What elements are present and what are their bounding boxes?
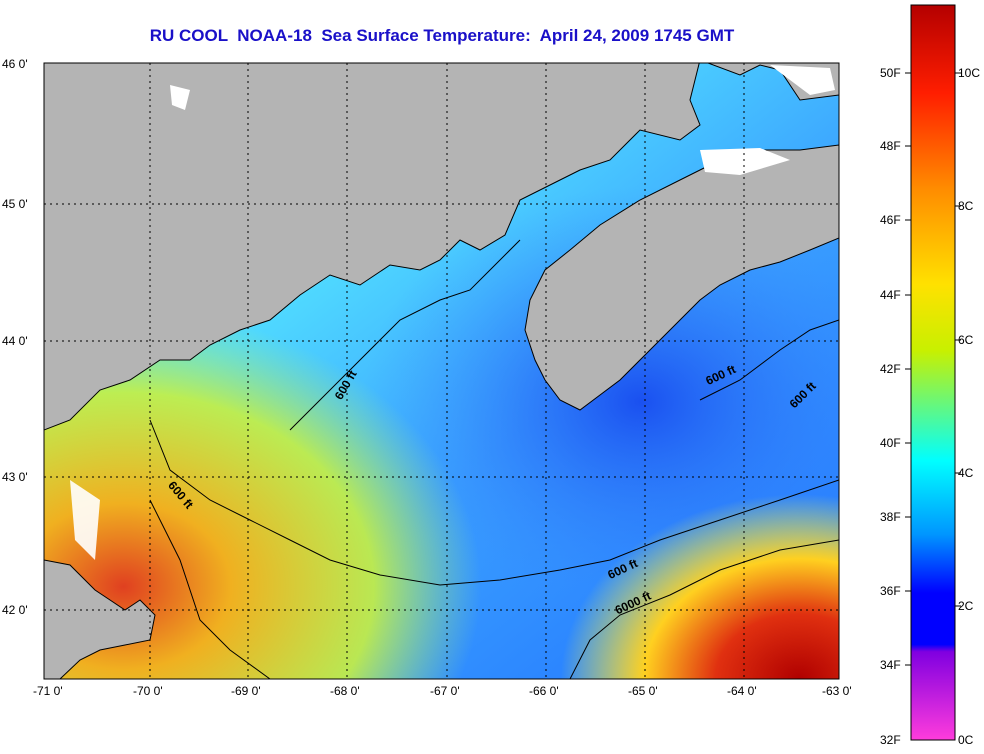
map-frame — [43, 62, 840, 680]
colorbar-f-label: 36F — [880, 584, 901, 598]
depth-contour-600ft — [289, 239, 521, 431]
y-axis-label: 44 0' — [2, 334, 28, 348]
x-axis-label: -63 0' — [822, 684, 852, 698]
x-axis-label: -70 0' — [133, 684, 163, 698]
x-axis-label: -65 0' — [628, 684, 658, 698]
y-axis-label: 45 0' — [2, 197, 28, 211]
land-cape-cod — [44, 559, 156, 679]
x-axis-label: -67 0' — [430, 684, 460, 698]
map-grid — [44, 63, 839, 679]
depth-contour-600ft — [149, 419, 839, 586]
x-axis-label: -64 0' — [727, 684, 757, 698]
depth-contour-6000ft — [569, 539, 839, 679]
colorbar-c-label: 10C — [958, 66, 981, 80]
cloud-patch — [770, 65, 835, 95]
y-axis-label: 43 0' — [2, 470, 28, 484]
colorbar-f-label: 34F — [880, 658, 901, 672]
colorbar-f-label: 42F — [880, 362, 901, 376]
depth-contour-600ft — [149, 499, 271, 679]
colorbar-f-label: 32F — [880, 733, 901, 747]
x-axis-label: -68 0' — [330, 684, 360, 698]
map-area — [44, 63, 839, 679]
colorbar-f-label: 38F — [880, 510, 901, 524]
colorbar-c-label: 4C — [958, 466, 974, 480]
colorbar-f-label: 44F — [880, 288, 901, 302]
depth-contour-600ft — [699, 319, 839, 401]
colorbar — [910, 4, 956, 741]
y-axis-label: 46 0' — [2, 57, 28, 71]
x-axis-label: -66 0' — [529, 684, 559, 698]
colorbar-ticks — [905, 72, 961, 666]
colorbar-f-label: 50F — [880, 66, 901, 80]
colorbar-c-label: 2C — [958, 599, 974, 613]
map-title: RU COOL NOAA-18 Sea Surface Temperature:… — [149, 26, 735, 45]
colorbar-c-label: 0C — [958, 733, 974, 747]
colorbar-f-label: 48F — [880, 139, 901, 153]
x-axis-label: -69 0' — [231, 684, 261, 698]
colorbar-c-label: 8C — [958, 199, 974, 213]
colorbar-c-label: 6C — [958, 333, 974, 347]
y-axis-label: 42 0' — [2, 603, 28, 617]
colorbar-f-label: 46F — [880, 213, 901, 227]
land-mainland — [44, 63, 839, 431]
cloud-patch — [700, 148, 790, 175]
cloud-patch — [70, 480, 100, 560]
cloud-patch — [170, 85, 190, 110]
x-axis-label: -71 0' — [33, 684, 63, 698]
colorbar-f-label: 40F — [880, 436, 901, 450]
